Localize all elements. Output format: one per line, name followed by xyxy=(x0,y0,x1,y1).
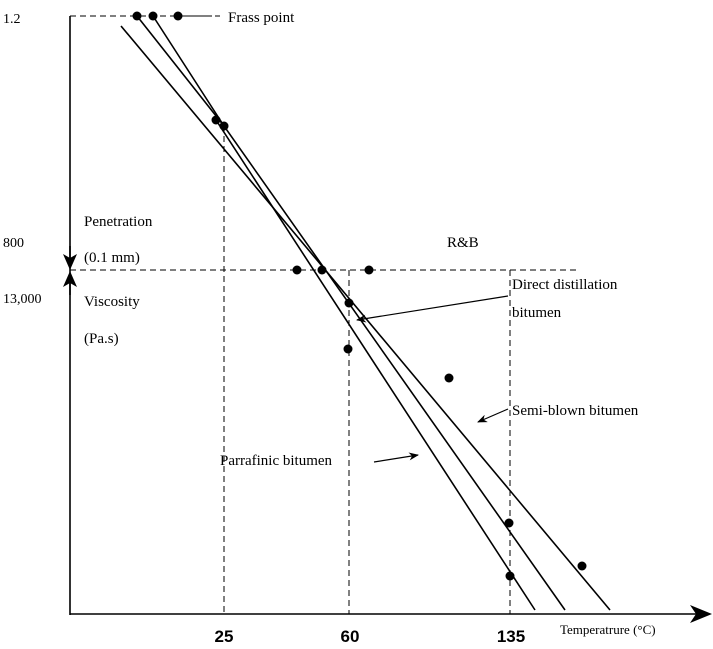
marker-60-direct xyxy=(344,298,354,308)
penetration-label: Penetration xyxy=(84,214,153,230)
marker-rb-direct xyxy=(317,265,327,275)
direct-distillation-callout-arrow xyxy=(356,295,509,323)
x-tick-135: 135 xyxy=(497,627,525,646)
viscosity-arrow-icon xyxy=(63,271,77,287)
x-axis-title: Temperatrure (°C) xyxy=(560,622,656,637)
frass-point-label: Frass point xyxy=(228,10,295,26)
penetration-unit: (0.1 mm) xyxy=(84,250,140,266)
frass-point-marker-2 xyxy=(148,11,158,21)
marker-rb-paraffinic xyxy=(292,265,302,275)
frass-point-marker-3 xyxy=(173,11,183,21)
marker-rb-semi-blown xyxy=(364,265,374,275)
penetration-value: 800 xyxy=(3,236,24,251)
marker-semi-blown-low xyxy=(577,561,587,571)
viscosity-value: 13,000 xyxy=(3,292,42,307)
direct-distillation-bitumen-line-upper xyxy=(136,15,225,127)
paraffinic-bitumen-line-upper xyxy=(152,15,225,127)
ring-and-ball-label: R&B xyxy=(447,235,479,251)
direct-distillation-label-line2: bitumen xyxy=(512,305,562,321)
marker-135-paraffinic xyxy=(505,571,515,581)
frass-point-marker-1 xyxy=(132,11,142,21)
x-tick-60: 60 xyxy=(341,627,360,646)
paraffinic-label: Parrafinic bitumen xyxy=(220,453,333,469)
y-top-value: 1.2 xyxy=(3,12,21,27)
direct-distillation-bitumen-line xyxy=(223,125,566,611)
marker-25-a xyxy=(211,115,221,125)
marker-semi-blown-mid xyxy=(444,373,454,383)
x-tick-25: 25 xyxy=(215,627,234,646)
semi-blown-callout-arrow xyxy=(477,408,509,423)
paraffinic-callout-arrow xyxy=(373,452,419,463)
direct-distillation-label-line1: Direct distillation xyxy=(512,277,618,293)
marker-25-b xyxy=(219,121,229,131)
paraffinic-bitumen-line xyxy=(215,119,536,611)
viscosity-label: Viscosity xyxy=(84,294,140,310)
viscosity-unit: (Pa.s) xyxy=(84,331,119,347)
x-axis-arrowhead xyxy=(690,605,712,623)
marker-135-direct xyxy=(504,518,514,528)
semi-blown-label: Semi-blown bitumen xyxy=(512,403,639,419)
marker-60-paraffinic xyxy=(343,344,353,354)
penetration-arrow-icon xyxy=(63,254,77,270)
